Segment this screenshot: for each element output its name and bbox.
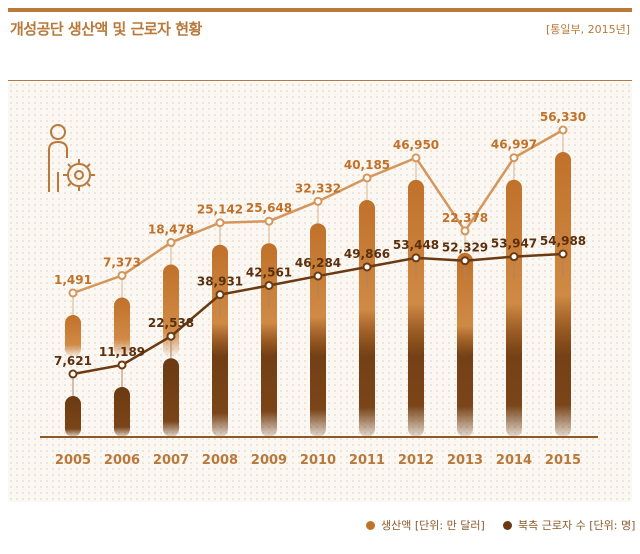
production-point-2012 [411,153,421,163]
workers-point-2015 [558,249,568,259]
production-label-2014: 46,997 [491,138,537,152]
x-tick-2009: 2009 [251,453,287,468]
workers-bar-2005 [65,396,81,437]
x-tick-2006: 2006 [104,453,140,468]
x-tick-2008: 2008 [202,453,238,468]
workers-label-2009: 42,561 [246,265,292,279]
production-label-2013: 22,378 [442,211,488,225]
legend-production-dot [366,521,375,530]
header-divider [8,80,632,81]
workers-point-2005 [68,369,78,379]
production-point-2009 [264,216,274,226]
legend-workers-dot [503,521,512,530]
x-tick-2005: 2005 [55,453,91,468]
x-tick-2013: 2013 [447,453,483,468]
production-bar-2013 [457,252,473,357]
workers-label-2015: 54,988 [540,234,586,248]
production-label-2015: 56,330 [540,110,586,124]
x-tick-2007: 2007 [153,453,189,468]
x-tick-2011: 2011 [349,453,385,468]
production-point-2010 [313,196,323,206]
workers-label-2013: 52,329 [442,241,488,255]
legend-production-label: 생산액 [단위: 만 달러] [381,519,485,532]
production-point-2007 [166,238,176,248]
production-point-2015 [558,125,568,135]
source-note: [통일부, 2015년] [545,23,630,36]
workers-point-2009 [264,280,274,290]
production-point-2011 [362,173,372,183]
legend-workers: 북측 근로자 수 [단위: 명] [503,517,635,533]
workers-point-2008 [215,290,225,300]
production-bar-2006 [114,297,130,357]
production-label-2010: 32,332 [295,181,341,195]
workers-label-2014: 53,947 [491,237,537,251]
workers-label-2008: 38,931 [197,275,243,289]
production-point-2008 [215,218,225,228]
legend-workers-label: 북측 근로자 수 [단위: 명] [518,519,636,532]
production-label-2006: 7,373 [103,256,141,270]
workers-label-2007: 22,538 [148,316,194,330]
production-label-2009: 25,648 [246,201,292,215]
production-point-2006 [117,271,127,281]
production-point-2014 [509,153,519,163]
production-label-2012: 46,950 [393,138,439,152]
top-accent-bar [8,8,632,12]
workers-label-2011: 49,866 [344,247,390,261]
workers-point-2011 [362,262,372,272]
x-tick-2012: 2012 [398,453,434,468]
worker-gear-icon [48,124,95,192]
production-point-2013 [460,226,470,236]
workers-point-2007 [166,331,176,341]
page-title: 개성공단 생산액 및 근로자 현황 [10,20,202,38]
legend-production: 생산액 [단위: 만 달러] [366,517,485,533]
workers-label-2006: 11,189 [99,345,145,359]
x-tick-2015: 2015 [545,453,581,468]
production-label-2007: 18,478 [148,223,194,237]
production-label-2005: 1,491 [54,273,92,287]
workers-bar-2006 [114,386,130,437]
workers-label-2012: 53,448 [393,238,439,252]
x-tick-2014: 2014 [496,453,532,468]
x-tick-2010: 2010 [300,453,336,468]
production-point-2005 [68,288,78,298]
workers-point-2006 [117,360,127,370]
production-label-2011: 40,185 [344,158,390,172]
production-bar-2005 [65,315,81,357]
production-label-2008: 25,142 [197,203,243,217]
workers-bar-2007 [163,358,179,437]
workers-point-2012 [411,253,421,263]
workers-point-2013 [460,256,470,266]
workers-point-2014 [509,252,519,262]
workers-label-2005: 7,621 [54,354,92,368]
workers-label-2010: 46,284 [295,256,341,270]
workers-point-2010 [313,271,323,281]
